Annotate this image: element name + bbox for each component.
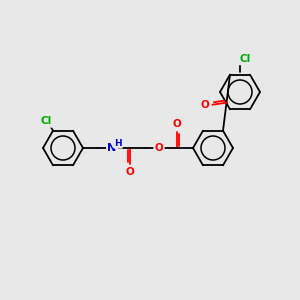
Text: O: O [154, 143, 164, 153]
Text: O: O [126, 167, 134, 177]
Text: Cl: Cl [239, 54, 250, 64]
Text: Cl: Cl [41, 116, 52, 126]
Text: O: O [172, 119, 182, 129]
Text: N: N [107, 143, 117, 153]
Text: O: O [200, 100, 209, 110]
Text: H: H [114, 139, 122, 148]
